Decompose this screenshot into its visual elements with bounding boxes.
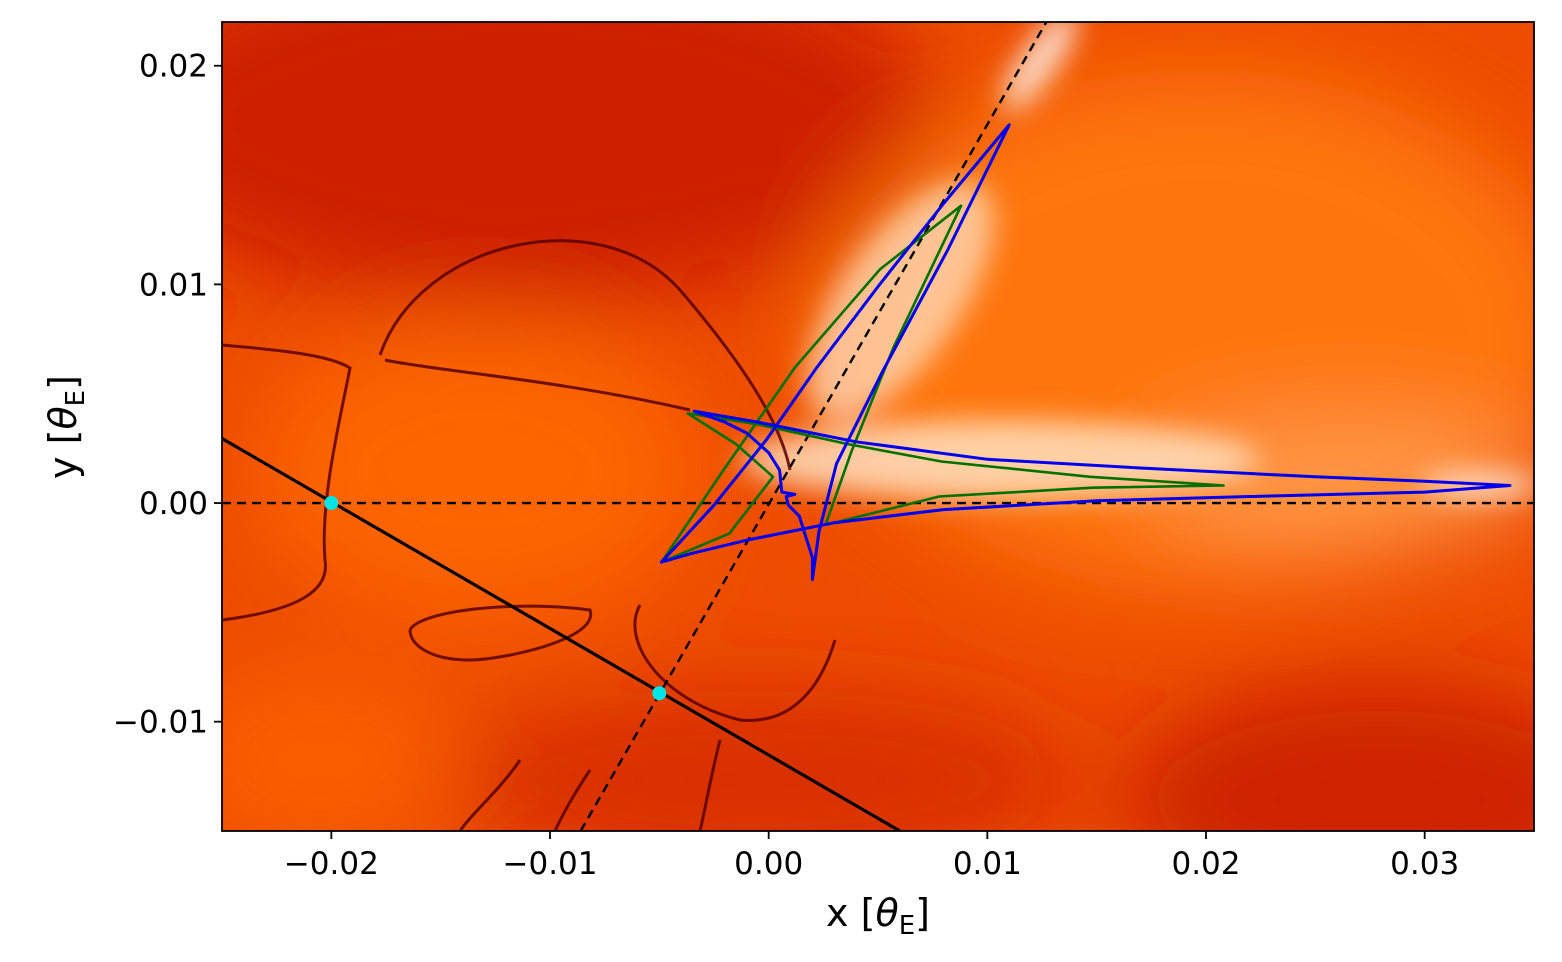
x-tick-label-1: −0.02 [284, 846, 379, 882]
x-axis-label: x [θE] [826, 891, 930, 941]
caustic-series-2 [660, 123, 1512, 582]
caustic-series-1 [660, 204, 1225, 564]
y-tick-label-4: −0.01 [113, 705, 208, 741]
heatmap-background [222, 22, 1534, 831]
markers [324, 496, 667, 701]
x-tick-label-2: −0.01 [503, 846, 598, 882]
x-tick-label-5: 0.02 [1171, 846, 1240, 882]
y-axis-label-prefix: y [ [41, 430, 85, 479]
x-axis-label-subscript: E [899, 911, 915, 941]
y-tick-label-1: 0.02 [139, 49, 208, 85]
y-axis: 0.02 0.01 0.00 −0.01 [113, 49, 222, 741]
y-axis-label-subscript: E [61, 390, 91, 406]
y-tick-label-2: 0.01 [139, 267, 208, 303]
marker-point-1 [324, 496, 339, 511]
x-tick-label-3: 0.00 [734, 846, 803, 882]
x-axis: −0.02 −0.01 0.00 0.01 0.02 0.03 [284, 831, 1459, 882]
x-axis-label-suffix: ] [915, 891, 930, 935]
x-axis-label-symbol: θ [875, 891, 898, 935]
marker-point-2 [652, 686, 667, 701]
x-tick-label-4: 0.01 [953, 846, 1022, 882]
y-axis-label-symbol: θ [41, 406, 85, 429]
y-axis-label: y [θE] [41, 375, 91, 479]
plot-frame [221, 21, 1535, 832]
y-tick-label-3: 0.00 [139, 486, 208, 522]
x-axis-label-prefix: x [ [826, 891, 875, 935]
caustic-series [660, 123, 1512, 582]
y-axis-label-suffix: ] [41, 375, 85, 390]
x-tick-label-6: 0.03 [1390, 846, 1459, 882]
